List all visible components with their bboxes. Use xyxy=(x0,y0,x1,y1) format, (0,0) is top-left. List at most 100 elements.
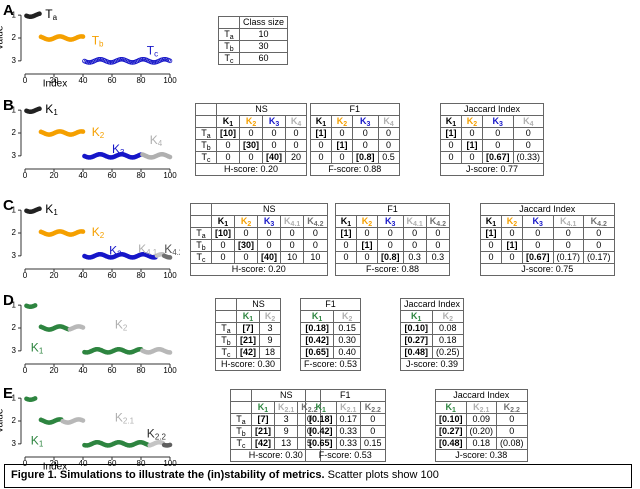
cell: 0 xyxy=(310,139,332,152)
score: H-score: 0.20 xyxy=(194,163,308,176)
cell: (0.25) xyxy=(431,346,465,359)
column-sub: 1 xyxy=(347,221,352,228)
column-sub: 1 xyxy=(322,121,327,128)
cell: [1] xyxy=(331,139,353,152)
cell: [0.18] xyxy=(305,413,337,426)
cluster-label: K2 xyxy=(115,318,128,333)
column-base: K xyxy=(406,216,414,226)
cell: 0 xyxy=(360,425,386,438)
label-base: K xyxy=(147,427,155,441)
cell: [40] xyxy=(257,251,282,264)
row-sub: b xyxy=(226,340,231,347)
label-sub: 2.2 xyxy=(155,433,167,442)
column-sub: 4.1 xyxy=(566,221,577,228)
footer-row: J-score: 0.39 xyxy=(399,358,465,371)
data-point xyxy=(80,229,86,234)
y-tick-label: 2 xyxy=(12,128,17,137)
column-base: K xyxy=(284,216,291,226)
cluster-label: K2.1 xyxy=(115,411,135,426)
column-sub: 2.1 xyxy=(479,407,490,414)
column-header: K4 xyxy=(285,115,308,128)
row-base: T xyxy=(224,29,230,39)
row-label: Ta xyxy=(215,322,237,335)
metric-table: Jaccard Index K1 K2 K3 K4 [1] 0 0 0 0 [1] 0 0 0 0 [0.67… xyxy=(439,103,545,176)
column-header: K2 xyxy=(431,310,465,323)
column-header: K1 xyxy=(210,215,236,228)
column-base: K xyxy=(429,216,437,226)
data-point xyxy=(140,56,145,62)
cell: 0 xyxy=(501,251,523,264)
column-base: K xyxy=(268,116,276,126)
column-base: K xyxy=(336,116,344,126)
cell: 0.15 xyxy=(333,322,362,335)
cell: 0 xyxy=(262,127,287,140)
row-sub: b xyxy=(241,431,246,438)
cluster-label: K1 xyxy=(31,434,44,449)
cell: 0.30 xyxy=(333,334,362,347)
data-row: Tb 0 [30] 0 0 0 xyxy=(190,239,328,252)
x-tick-label: 40 xyxy=(79,76,88,85)
column-base: K xyxy=(301,402,308,412)
data-point xyxy=(108,60,113,65)
header-row: K1 K2 xyxy=(299,310,362,323)
table-title: F1 xyxy=(310,103,400,116)
data-row: 0 [1] 0 0 xyxy=(310,139,400,152)
column-header: K1 xyxy=(440,115,462,128)
header-row: K1 K2 xyxy=(400,310,465,323)
column-header: K1 xyxy=(299,310,335,323)
footer-row: H-score: 0.20 xyxy=(190,263,328,276)
cell: [0.10] xyxy=(435,413,467,426)
label-base: K xyxy=(92,225,100,239)
row-sub: c xyxy=(202,257,206,264)
column-sub: 4.2 xyxy=(313,221,324,228)
cluster-label: K1 xyxy=(31,341,44,356)
row-base: T xyxy=(201,152,208,162)
cluster-label: Tc xyxy=(147,44,158,59)
column-header: K2 xyxy=(331,115,353,128)
column-sub: 2.2 xyxy=(371,407,381,414)
x-tick-label: 0 xyxy=(23,366,28,375)
cluster-label: K1 xyxy=(45,202,58,217)
cell: 0 xyxy=(377,239,404,252)
title-row: Jaccard Index xyxy=(439,103,545,116)
data-row: [0.65] 0.33 0.15 xyxy=(305,437,386,450)
cell: 0 xyxy=(285,139,308,152)
column-base: K xyxy=(361,216,369,226)
cell: [42] xyxy=(250,437,276,450)
cell: 0 xyxy=(239,151,264,164)
x-tick-label: 80 xyxy=(137,76,146,85)
table-title: NS xyxy=(211,203,328,216)
x-tick-label: 60 xyxy=(108,366,117,375)
column-base: K xyxy=(307,216,314,226)
row-base: T xyxy=(236,414,242,424)
row-label: Tb xyxy=(190,239,212,252)
table-title: NS xyxy=(235,298,282,311)
score: J-score: 0.38 xyxy=(435,449,528,462)
y-tick-label: 1 xyxy=(12,10,17,19)
column-base: K xyxy=(383,116,390,126)
label-base: K xyxy=(112,142,120,156)
column-header: K1 xyxy=(310,115,332,128)
cell: 0 xyxy=(356,227,378,240)
data-row: [0.27] 0.18 xyxy=(400,334,465,347)
column-base: K xyxy=(492,116,500,126)
cell: 0 xyxy=(280,227,305,240)
label-sub: 4.2 xyxy=(172,248,180,257)
column-header: K4.2 xyxy=(303,215,328,228)
cell: 0 xyxy=(234,227,259,240)
column-header: K4 xyxy=(377,115,400,128)
cell: 0 xyxy=(583,239,615,252)
title-row: Jaccard Index xyxy=(435,389,528,402)
y-tick-label: 3 xyxy=(12,151,17,160)
cell: [1] xyxy=(440,127,462,140)
cell: [30] xyxy=(234,239,259,252)
row-base: T xyxy=(221,323,227,333)
column-header: K4.2 xyxy=(425,215,450,228)
cell: [7] xyxy=(235,322,261,335)
row-label: Ta xyxy=(190,227,212,240)
cell: 0 xyxy=(210,239,236,252)
cell: 0.08 xyxy=(431,322,465,335)
column-sub: 2 xyxy=(513,221,518,228)
data-point xyxy=(32,303,38,308)
